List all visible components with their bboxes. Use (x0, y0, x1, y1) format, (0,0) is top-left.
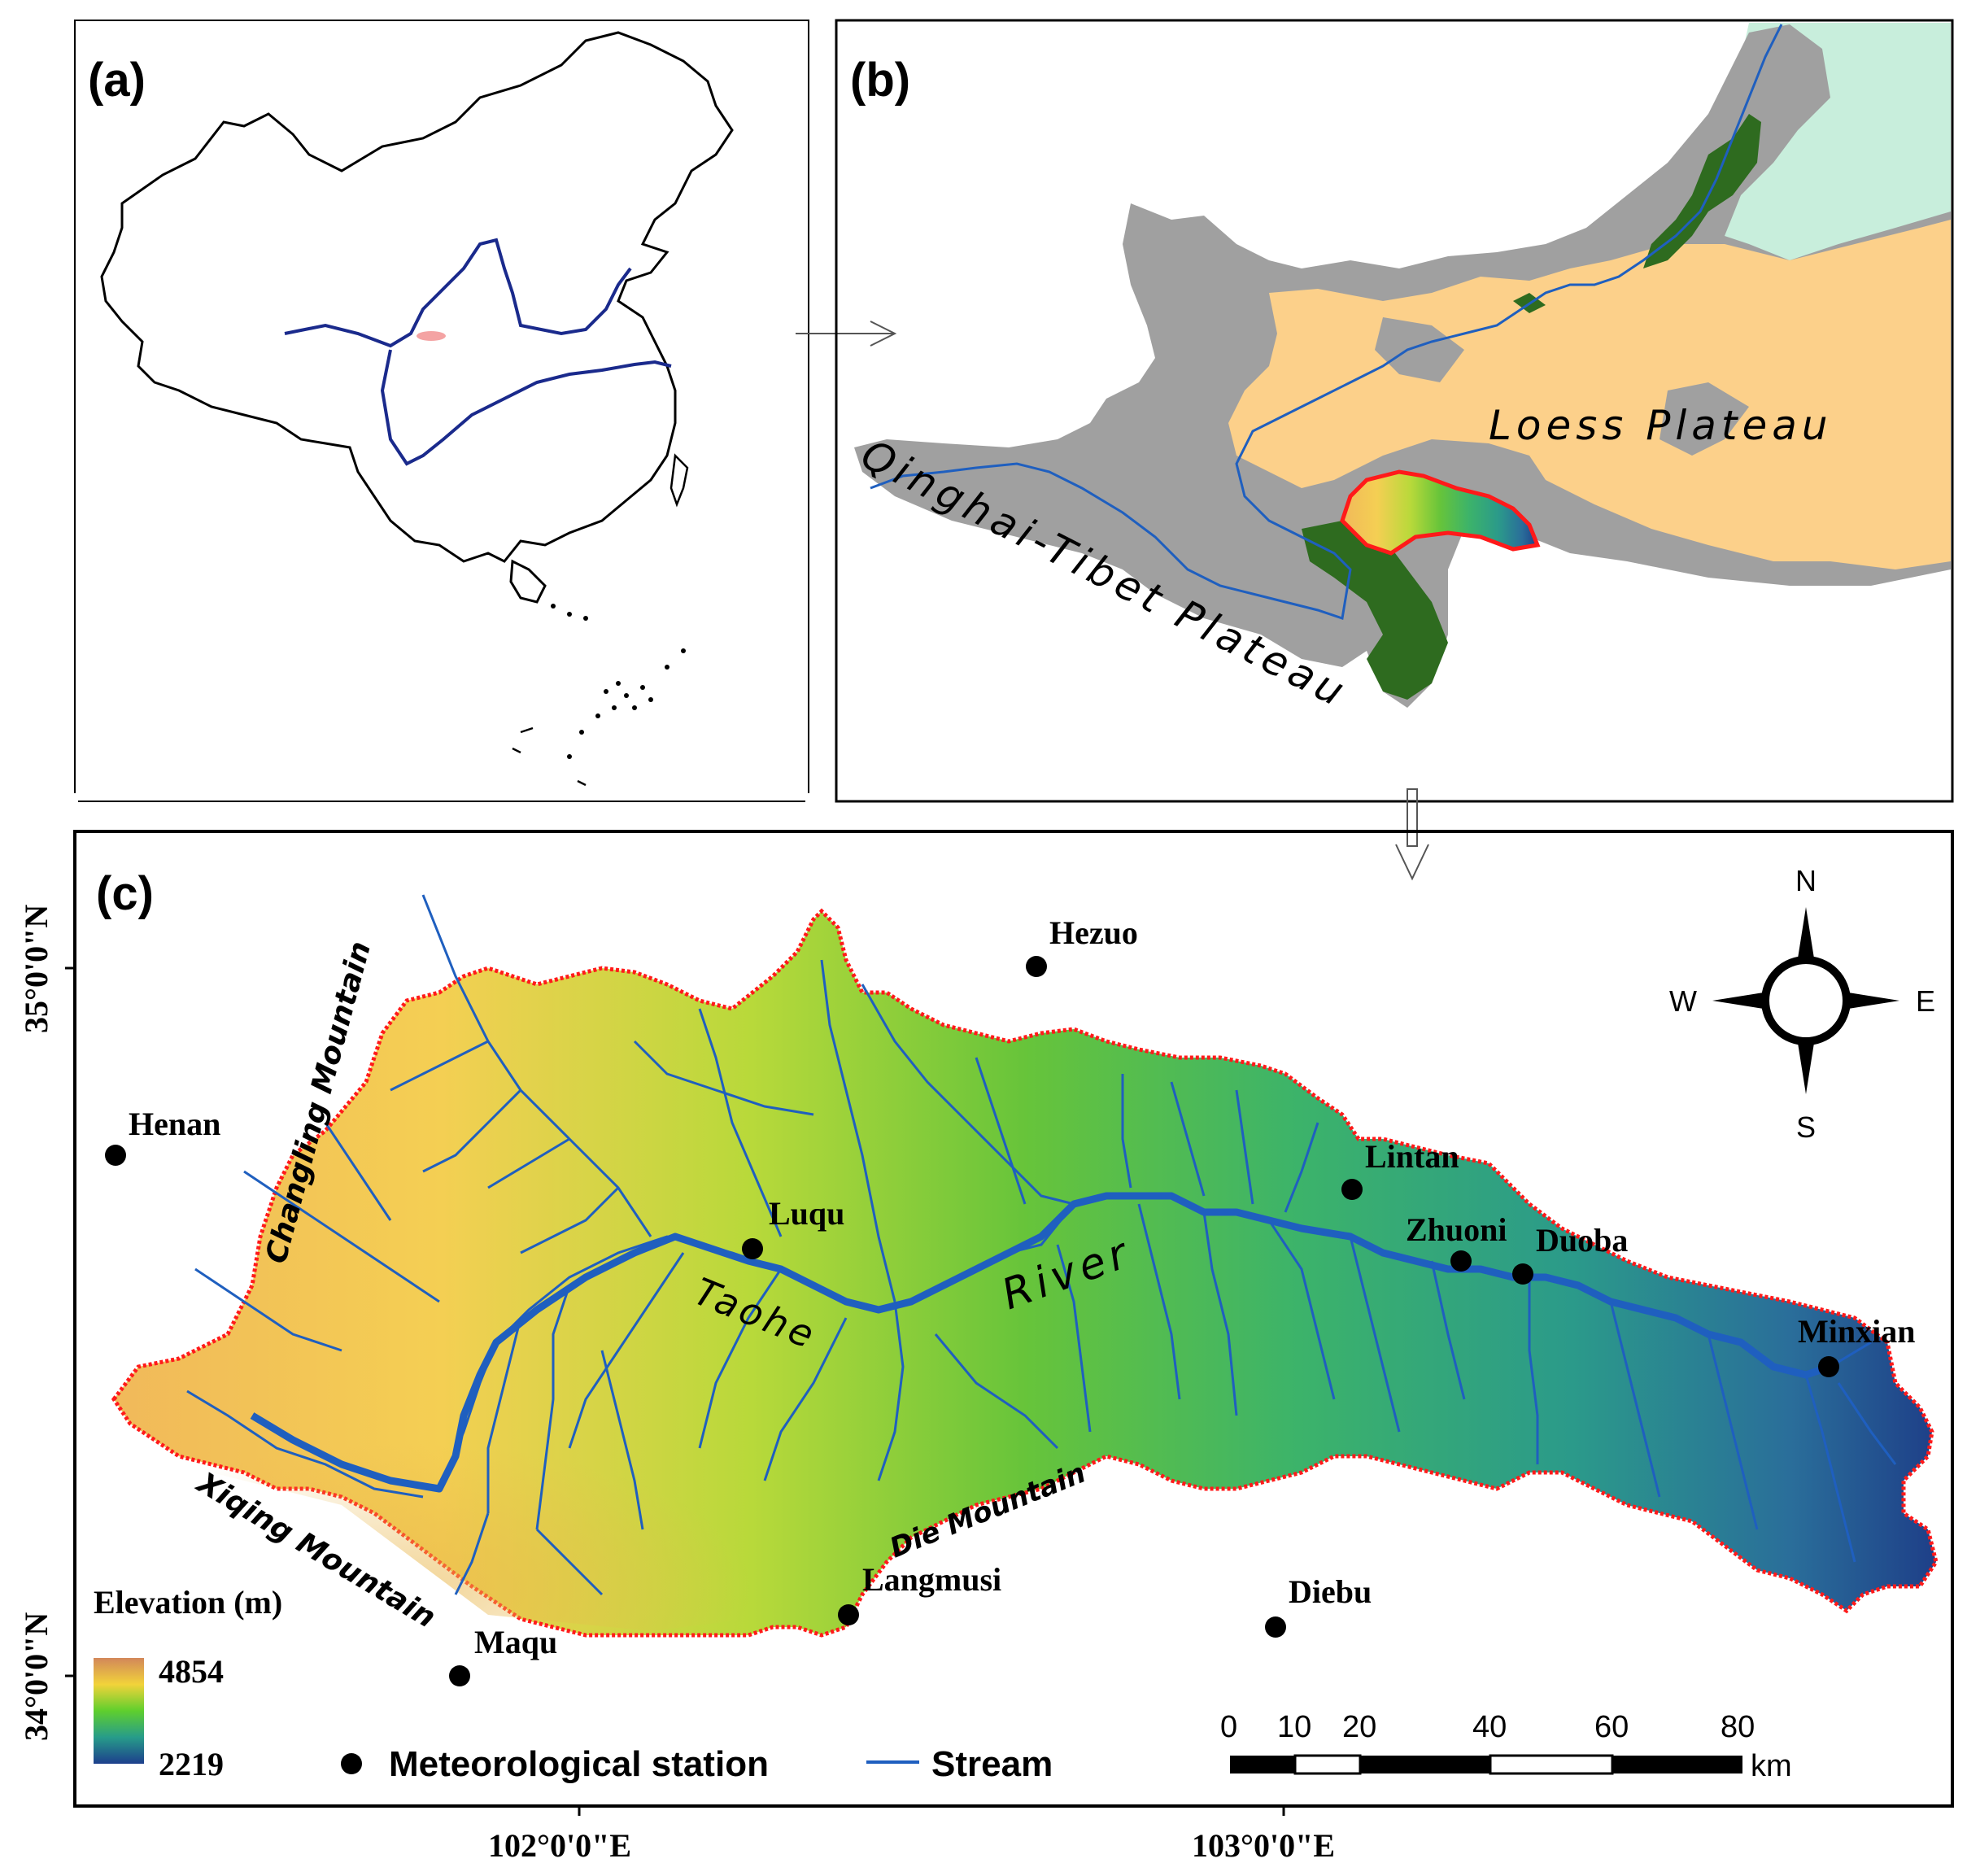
station-marker-lintan (1341, 1179, 1363, 1200)
loess-plateau-label: Loess Plateau (1489, 402, 1833, 449)
panel-a-label: (a) (88, 54, 146, 107)
station-marker-maqu (449, 1665, 470, 1686)
panel-c-label: (c) (96, 867, 154, 920)
station-marker-langmusi (838, 1604, 859, 1625)
elevation-legend-title: Elevation (m) (94, 1584, 282, 1621)
station-marker-minxian (1818, 1356, 1839, 1377)
station-label-duoba: Duoba (1536, 1222, 1628, 1259)
scale-tick-40: 40 (1472, 1710, 1507, 1744)
panel-b: (b) Loess Plateau Qinghai-Tibet Plateau (835, 19, 1954, 803)
station-label-zhuoni: Zhuoni (1406, 1211, 1507, 1248)
panel-c-frame (73, 830, 1954, 1808)
meteorological-stations: Hezuo Henan Luqu Lintan Zhuoni Duoba Min… (105, 914, 1915, 1686)
station-label-diebu: Diebu (1289, 1573, 1372, 1610)
station-label-minxian: Minxian (1798, 1313, 1915, 1350)
compass-s: S (1796, 1110, 1816, 1144)
panel-b-frame (835, 19, 1954, 803)
scale-unit: km (1751, 1749, 1792, 1783)
station-marker-henan (105, 1145, 126, 1166)
station-marker-duoba (1512, 1263, 1533, 1285)
station-label-luqu: Luqu (769, 1195, 844, 1232)
legend-stream-label: Stream (931, 1744, 1053, 1784)
elevation-max-label: 4854 (159, 1653, 224, 1690)
legend-station-symbol (341, 1753, 362, 1774)
station-label-maqu: Maqu (474, 1624, 557, 1660)
panel-b-label: (b) (850, 54, 910, 107)
arrow-b-to-c (1395, 788, 1429, 881)
loess-region (1228, 220, 1951, 569)
basin-inset (1340, 469, 1541, 556)
scale-tick-20: 20 (1342, 1710, 1376, 1744)
dark-green-region (1643, 114, 1761, 268)
china-outline (100, 31, 734, 563)
compass-w: W (1669, 984, 1697, 1018)
station-marker-zhuoni (1450, 1250, 1472, 1272)
arrow-a-to-b (796, 321, 897, 347)
compass-rose: N S W E (1669, 864, 1935, 1144)
panel-a: (a) (73, 20, 812, 809)
scale-tick-60: 60 (1594, 1710, 1629, 1744)
station-label-hezuo: Hezuo (1049, 914, 1138, 951)
taohe-main-stem (250, 1192, 1832, 1493)
station-label-henan: Henan (129, 1106, 220, 1142)
lon-label-103: 103°0'0"E (1192, 1827, 1335, 1864)
station-label-lintan: Lintan (1365, 1138, 1459, 1175)
yangtze-river-china (380, 349, 672, 466)
scale-tick-10: 10 (1277, 1710, 1311, 1744)
lon-label-102: 102°0'0"E (488, 1827, 631, 1864)
compass-e: E (1916, 984, 1935, 1018)
panel-c: (c) (18, 830, 1954, 1864)
scale-tick-80: 80 (1721, 1710, 1755, 1744)
elevation-color-ramp (94, 1658, 144, 1764)
yellow-river-china (284, 238, 632, 348)
station-marker-luqu (742, 1238, 763, 1259)
elevation-legend: Elevation (m) 4854 2219 (94, 1584, 282, 1782)
station-marker-hezuo (1026, 956, 1047, 977)
lat-label-34: 34°0'0"N (18, 1612, 55, 1741)
station-label-langmusi: Langmusi (862, 1561, 1001, 1598)
scale-bar: 0 10 20 40 60 80 km (1220, 1710, 1792, 1783)
scale-tick-0: 0 (1220, 1710, 1237, 1744)
study-area-locator (417, 331, 446, 341)
axis-ticks (65, 966, 1285, 1816)
compass-n: N (1795, 864, 1817, 897)
elevation-min-label: 2219 (159, 1746, 224, 1782)
panel-a-frame (74, 20, 809, 802)
symbol-legend: Meteorological station Stream (341, 1744, 1053, 1784)
station-marker-diebu (1265, 1616, 1286, 1638)
legend-station-label: Meteorological station (389, 1744, 769, 1784)
yellow-river (870, 24, 1783, 620)
lat-label-35: 35°0'0"N (18, 905, 55, 1033)
